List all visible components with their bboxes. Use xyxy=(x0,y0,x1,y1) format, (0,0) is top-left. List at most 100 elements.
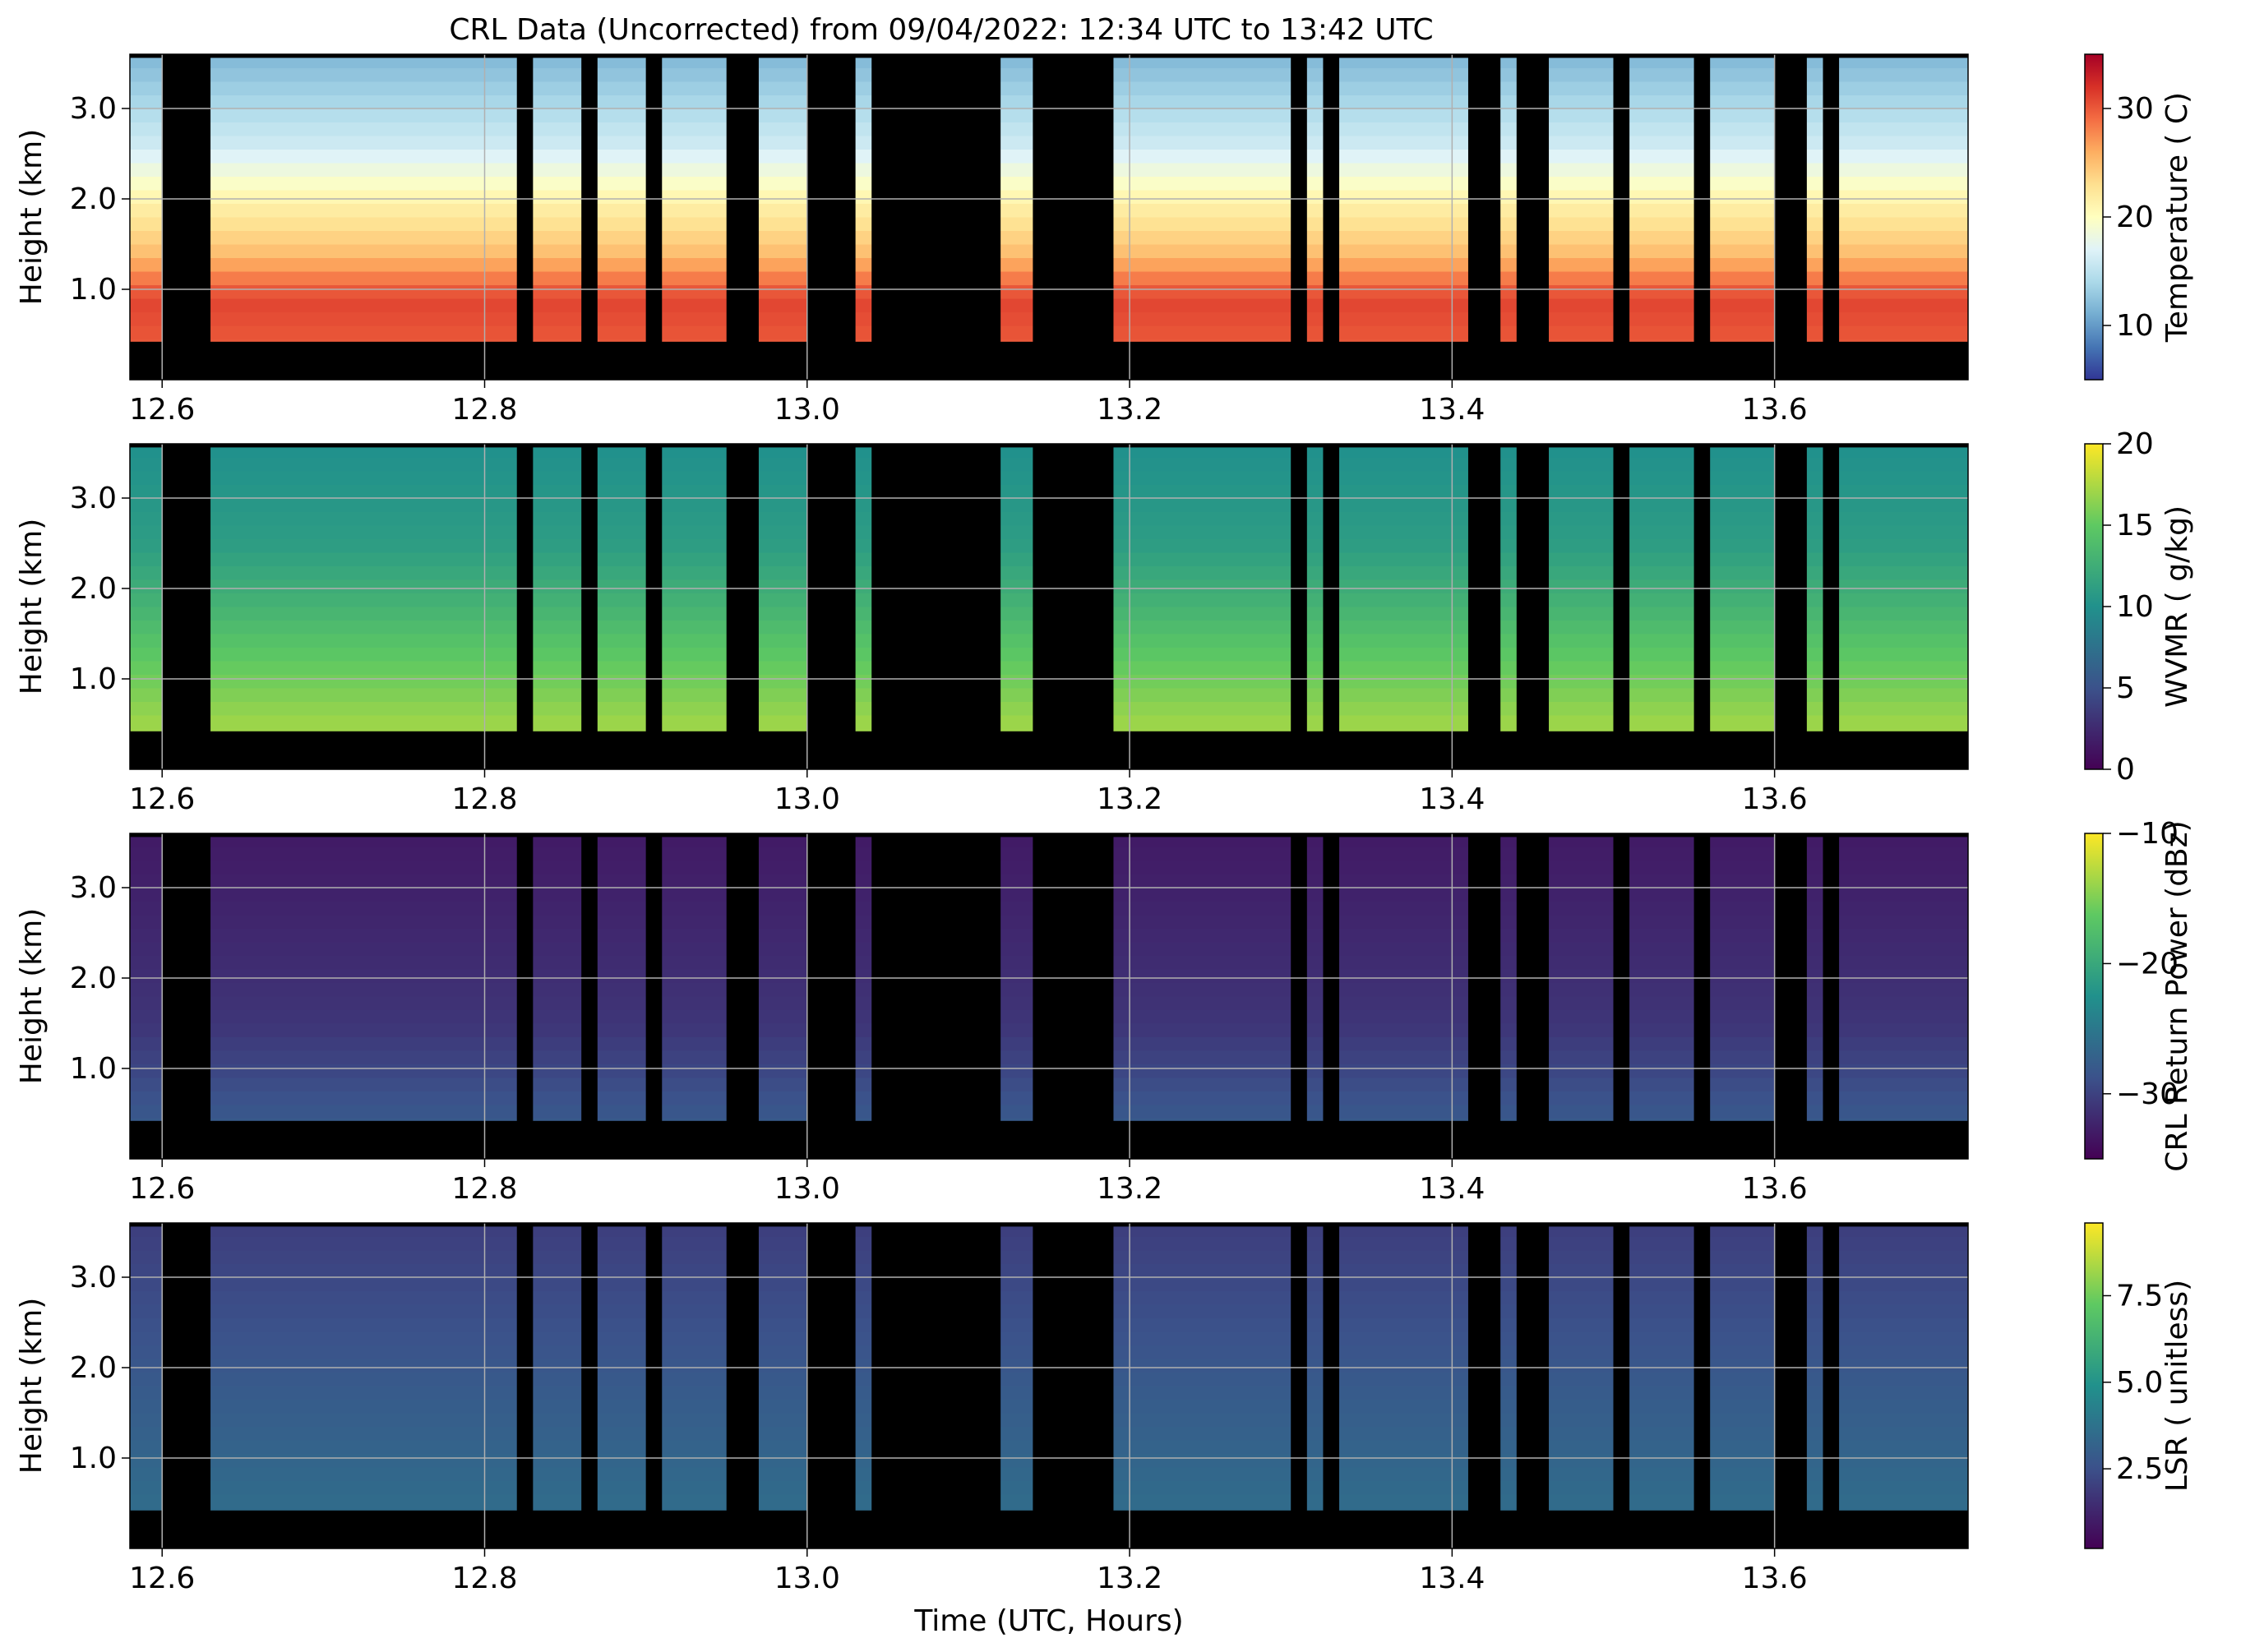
lsr-y-tick-label: 2.0 xyxy=(70,1351,117,1385)
lsr-masked-column xyxy=(645,1223,663,1548)
return-power-masked-column xyxy=(1774,833,1807,1159)
wvmr-masked-column xyxy=(1033,444,1114,769)
return-power-masked-column xyxy=(806,833,856,1159)
temperature-masked-column xyxy=(1291,54,1307,380)
lsr-masked-column xyxy=(516,1223,534,1548)
temperature-masked-column xyxy=(1323,54,1340,380)
wvmr-y-tick-label: 3.0 xyxy=(70,482,117,515)
return-power-heatmap xyxy=(130,833,1968,1159)
wvmr-masked-column xyxy=(1467,444,1501,769)
wvmr-panel: 12.6 12.8 13.0 13.2 13.4 13.6 1.0 2.0 3.0 Heigh… xyxy=(15,427,2194,816)
return-power-masked-column xyxy=(516,833,534,1159)
wvmr-x-tick-label: 13.2 xyxy=(1097,782,1162,816)
return-power-masked-column xyxy=(726,833,759,1159)
wvmr-colorbar-tick-label: 5 xyxy=(2116,671,2135,705)
return-power-masked-column xyxy=(581,833,598,1159)
return-power-panel: 12.6 12.8 13.0 13.2 13.4 13.6 1.0 2.0 3.0 Heigh… xyxy=(15,817,2194,1206)
lsr-colorbar-tick-label: 7.5 xyxy=(2116,1279,2163,1313)
return-power-masked-column xyxy=(1693,833,1711,1159)
lsr-masked-column xyxy=(1823,1223,1840,1548)
lsr-y-ticks: 1.0 2.0 3.0 xyxy=(70,1261,130,1475)
wvmr-masked-column xyxy=(871,444,1001,769)
return-power-y-tick-label: 3.0 xyxy=(70,871,117,905)
return-power-x-tick-label: 12.8 xyxy=(451,1172,517,1206)
lsr-x-tick-label: 13.2 xyxy=(1097,1562,1162,1595)
lsr-masked-column xyxy=(871,1223,1001,1548)
return-power-colorbar-tick-label: −10 xyxy=(2116,817,2179,851)
wvmr-masked-column xyxy=(516,444,534,769)
wvmr-masked-column xyxy=(726,444,759,769)
temperature-y-tick-label: 3.0 xyxy=(70,92,117,126)
temperature-masked-column xyxy=(806,54,856,380)
return-power-masked-column xyxy=(871,833,1001,1159)
wvmr-colorbar-label: WVMR ( g/kg) xyxy=(2160,505,2194,708)
temperature-masked-column xyxy=(1613,54,1630,380)
lsr-colorbar-tick-label: 2.5 xyxy=(2116,1452,2163,1486)
x-axis-label: Time (UTC, Hours) xyxy=(913,1604,1183,1638)
wvmr-grid xyxy=(130,444,1968,769)
lsr-grid xyxy=(130,1223,1968,1548)
lsr-masked-column xyxy=(162,1223,211,1548)
lsr-y-label: Height (km) xyxy=(15,1298,49,1474)
lsr-panel: 12.6 12.8 13.0 13.2 13.4 13.6 1.0 2.0 3.0 Heigh… xyxy=(15,1222,2194,1595)
return-power-masked-column xyxy=(162,833,211,1159)
lsr-masked-column xyxy=(726,1223,759,1548)
lsr-masked-column xyxy=(1467,1223,1501,1548)
return-power-y-tick-label: 2.0 xyxy=(70,962,117,995)
wvmr-y-ticks: 1.0 2.0 3.0 xyxy=(70,482,130,696)
lsr-colorbar-gradient xyxy=(2084,1222,2104,1549)
temperature-masked-column xyxy=(1774,54,1807,380)
lsr-x-tick-label: 13.6 xyxy=(1742,1562,1808,1595)
return-power-masked-column xyxy=(1613,833,1630,1159)
return-power-x-tick-label: 13.0 xyxy=(774,1172,840,1206)
temperature-x-ticks: 12.6 12.8 13.0 13.2 13.4 13.6 xyxy=(129,380,1808,427)
wvmr-colorbar: 0 5 10 15 20 WVMR ( g/kg) xyxy=(2084,427,2194,787)
temperature-x-tick-label: 13.4 xyxy=(1419,393,1485,427)
temperature-y-tick-label: 1.0 xyxy=(70,273,117,307)
lsr-y-tick-label: 3.0 xyxy=(70,1261,117,1294)
temperature-masked-column xyxy=(1033,54,1114,380)
temperature-masked-column xyxy=(516,54,534,380)
lsr-masked-column xyxy=(1516,1223,1550,1548)
wvmr-x-tick-label: 13.4 xyxy=(1419,782,1485,816)
temperature-masked-column xyxy=(1467,54,1501,380)
return-power-y-tick-label: 1.0 xyxy=(70,1052,117,1086)
temperature-x-tick-label: 13.2 xyxy=(1097,393,1162,427)
return-power-surface-mask xyxy=(130,1120,1968,1159)
return-power-colorbar-gradient xyxy=(2084,833,2104,1160)
temperature-masked-column xyxy=(726,54,759,380)
lsr-colorbar: 2.5 5.0 7.5 LSR ( unitless) xyxy=(2084,1222,2194,1549)
lsr-x-tick-label: 12.6 xyxy=(129,1562,195,1595)
return-power-x-ticks: 12.6 12.8 13.0 13.2 13.4 13.6 xyxy=(129,1159,1808,1206)
temperature-masked-column xyxy=(1823,54,1840,380)
wvmr-y-label: Height (km) xyxy=(15,519,49,694)
return-power-masked-column xyxy=(1823,833,1840,1159)
lsr-x-tick-label: 12.8 xyxy=(451,1562,517,1595)
wvmr-x-ticks: 12.6 12.8 13.0 13.2 13.4 13.6 xyxy=(129,769,1808,816)
return-power-frame xyxy=(129,833,1969,1160)
temperature-colorbar-tick-label: 10 xyxy=(2116,309,2154,343)
wvmr-colorbar-ticks: 0 5 10 15 20 xyxy=(2103,427,2154,787)
temperature-masked-column xyxy=(1693,54,1711,380)
lsr-y-tick-label: 1.0 xyxy=(70,1442,117,1475)
wvmr-x-tick-label: 12.8 xyxy=(451,782,517,816)
temperature-y-ticks: 1.0 2.0 3.0 xyxy=(70,92,130,307)
lsr-masked-column xyxy=(1613,1223,1630,1548)
temperature-x-tick-label: 13.6 xyxy=(1742,393,1808,427)
lsr-x-tick-label: 13.0 xyxy=(774,1562,840,1595)
wvmr-masked-column xyxy=(645,444,663,769)
temperature-surface-mask xyxy=(130,341,1968,380)
return-power-x-tick-label: 13.6 xyxy=(1742,1172,1808,1206)
temperature-colorbar-tick-label: 20 xyxy=(2116,201,2154,234)
return-power-x-tick-label: 13.4 xyxy=(1419,1172,1485,1206)
lsr-masked-column xyxy=(1323,1223,1340,1548)
temperature-x-tick-label: 12.8 xyxy=(451,393,517,427)
wvmr-colorbar-gradient xyxy=(2084,443,2104,770)
temperature-colorbar-tick-label: 30 xyxy=(2116,92,2154,126)
lsr-masked-column xyxy=(1774,1223,1807,1548)
wvmr-masked-column xyxy=(162,444,211,769)
temperature-frame xyxy=(129,53,1969,381)
return-power-colorbar-tick-label: −20 xyxy=(2116,947,2179,981)
temperature-x-tick-label: 12.6 xyxy=(129,393,195,427)
wvmr-masked-column xyxy=(1774,444,1807,769)
